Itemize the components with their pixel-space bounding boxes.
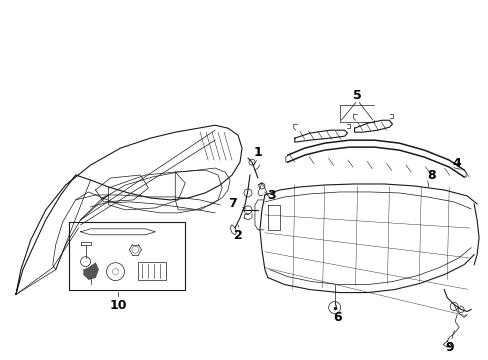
Text: 4: 4 (452, 157, 461, 170)
Text: 9: 9 (444, 341, 452, 354)
Polygon shape (83, 263, 99, 280)
Text: 7: 7 (227, 197, 236, 210)
Text: 1: 1 (253, 145, 262, 159)
Text: 10: 10 (109, 299, 127, 312)
Text: 3: 3 (267, 189, 276, 202)
Text: 2: 2 (233, 229, 242, 242)
Text: 5: 5 (352, 89, 361, 102)
Text: 6: 6 (333, 311, 341, 324)
Text: 8: 8 (426, 168, 435, 181)
